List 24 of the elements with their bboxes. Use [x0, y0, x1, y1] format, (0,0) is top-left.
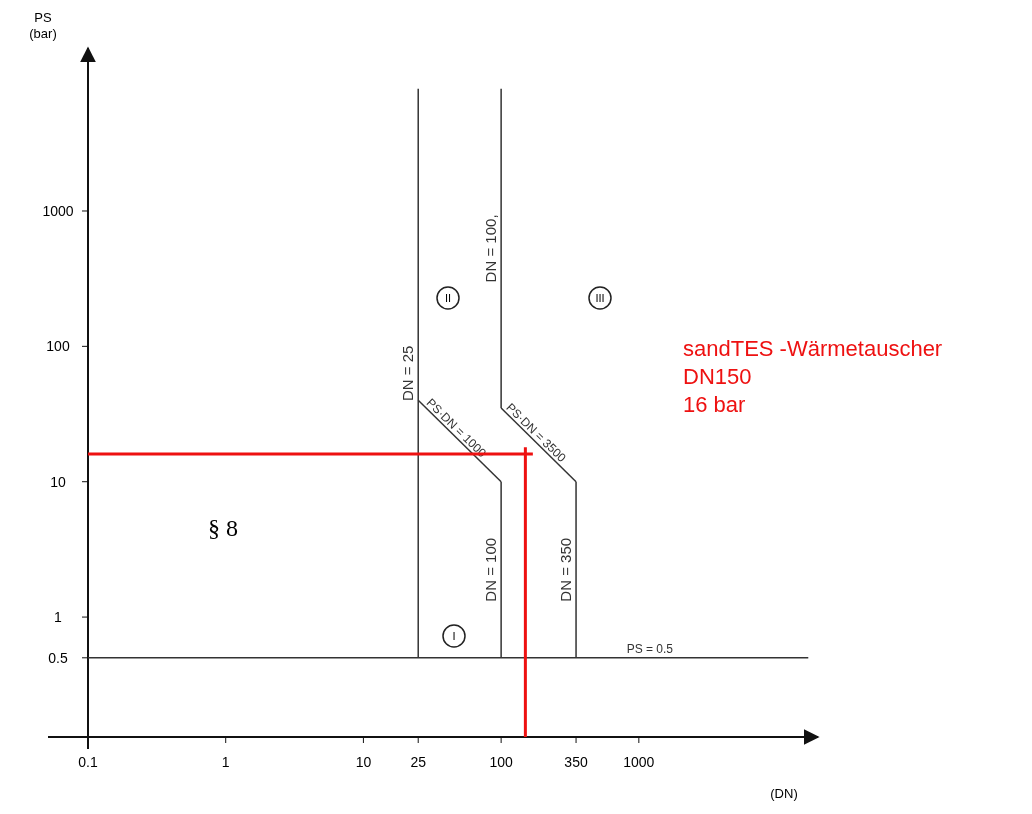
x-tick-label: 100 [489, 754, 514, 770]
annotation: sandTES -Wärmetauscher DN150 16 bar [683, 336, 943, 417]
text: DN = 100 [482, 537, 500, 602]
x-tick-label: 1 [221, 754, 230, 770]
y-tick-label: 0.5 [48, 649, 68, 666]
x-axis-title: (DN) [770, 786, 798, 801]
annotation: II [444, 291, 452, 304]
text: DN = 350 [557, 537, 575, 602]
text: DN = 100, [482, 214, 500, 283]
x-tick-label: 350 [564, 754, 588, 770]
y-axis-title: PS (bar) [29, 10, 57, 41]
y-tick-label: 100 [46, 338, 70, 355]
x-tick-label: 1000 [623, 754, 655, 770]
y-tick-label: 1 [54, 608, 63, 625]
y-tick-label: 1000 [42, 202, 74, 219]
annotation: I [452, 629, 456, 642]
annotation: III [595, 291, 605, 304]
y-tick-label: 10 [50, 473, 66, 490]
x-tick-label: 25 [410, 754, 427, 770]
series-label: PS = 0.5 [626, 641, 674, 656]
x-tick-label: 0.1 [78, 754, 98, 770]
annotation: § 8 [208, 515, 238, 542]
x-tick-label: 10 [355, 754, 372, 770]
text: DN = 25 [399, 345, 417, 402]
